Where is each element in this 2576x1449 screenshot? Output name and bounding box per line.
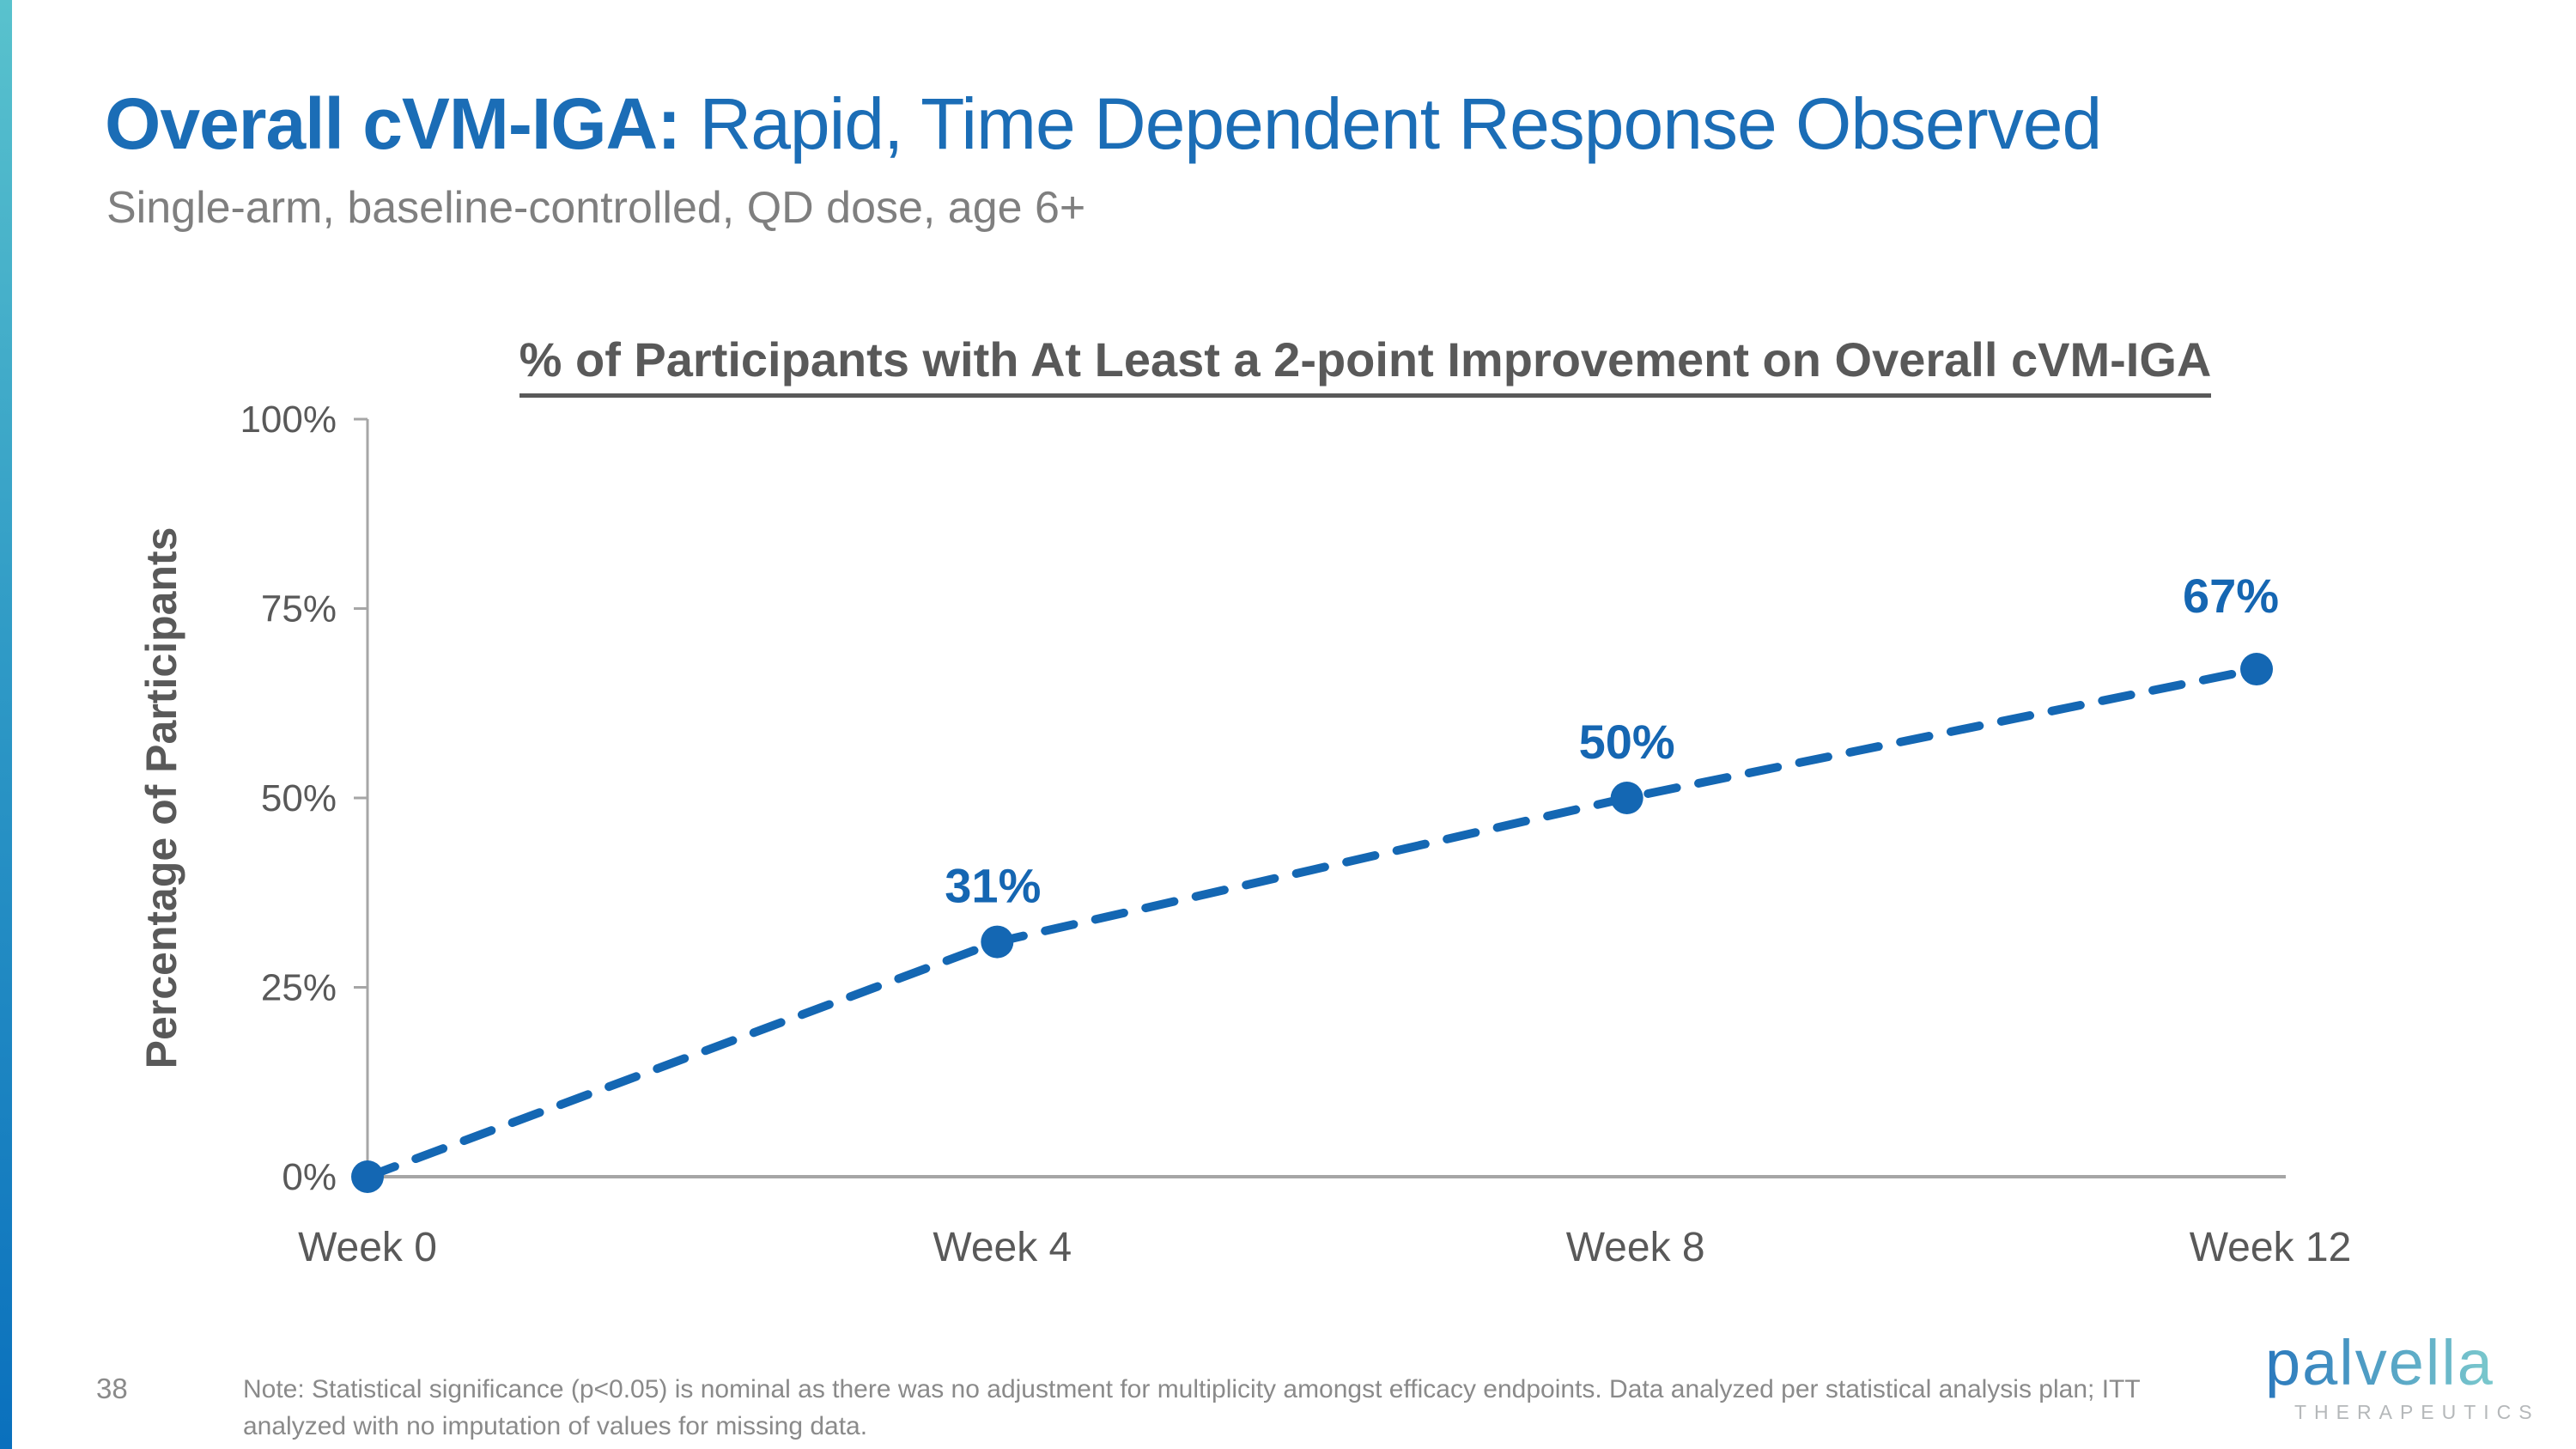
y-axis-tick-label: 75% bbox=[261, 588, 337, 630]
y-axis-tick-label: 25% bbox=[261, 967, 337, 1009]
data-point-label: 50% bbox=[1579, 715, 1675, 769]
x-axis-tick-label: Week 12 bbox=[2190, 1225, 2352, 1270]
company-logo: palvella THERAPEUTICS bbox=[2263, 1323, 2555, 1449]
data-point bbox=[2240, 653, 2273, 686]
slide-title-rest: Rapid, Time Dependent Response Observed bbox=[680, 83, 2103, 164]
palvella-logo-graphic: palvella THERAPEUTICS bbox=[2265, 1327, 2540, 1423]
footnote: Note: Statistical significance (p<0.05) … bbox=[243, 1375, 2141, 1440]
slide-title-emphasis: Overall cVM-IGA: bbox=[105, 83, 681, 164]
x-axis-tick-label: Week 4 bbox=[933, 1225, 1072, 1270]
logo-wordmark: palvella bbox=[2265, 1327, 2494, 1398]
data-point bbox=[351, 1160, 384, 1193]
y-axis-tick-label: 100% bbox=[240, 399, 337, 441]
slide-subtitle: Single-arm, baseline-controlled, QD dose… bbox=[106, 183, 1086, 233]
chart-title: % of Participants with At Least a 2-poin… bbox=[369, 332, 2361, 398]
y-axis-title: Percentage of Participants bbox=[137, 527, 185, 1069]
x-axis-tick-label: Week 0 bbox=[298, 1225, 437, 1270]
y-axis-tick-label: 0% bbox=[282, 1156, 337, 1198]
data-point-label: 67% bbox=[2183, 569, 2279, 623]
logo-subtext: THERAPEUTICS bbox=[2294, 1401, 2540, 1423]
data-point bbox=[1610, 782, 1643, 814]
x-axis-tick-label: Week 8 bbox=[1566, 1225, 1705, 1270]
data-point bbox=[981, 925, 1014, 959]
left-accent-bar bbox=[0, 0, 12, 1449]
data-point-label: 31% bbox=[945, 859, 1041, 913]
slide-title: Overall cVM-IGA: Rapid, Time Dependent R… bbox=[105, 83, 2103, 164]
page-number: 38 bbox=[96, 1373, 128, 1404]
trend-line bbox=[363, 665, 2261, 1181]
y-axis-tick-label: 50% bbox=[261, 777, 337, 819]
